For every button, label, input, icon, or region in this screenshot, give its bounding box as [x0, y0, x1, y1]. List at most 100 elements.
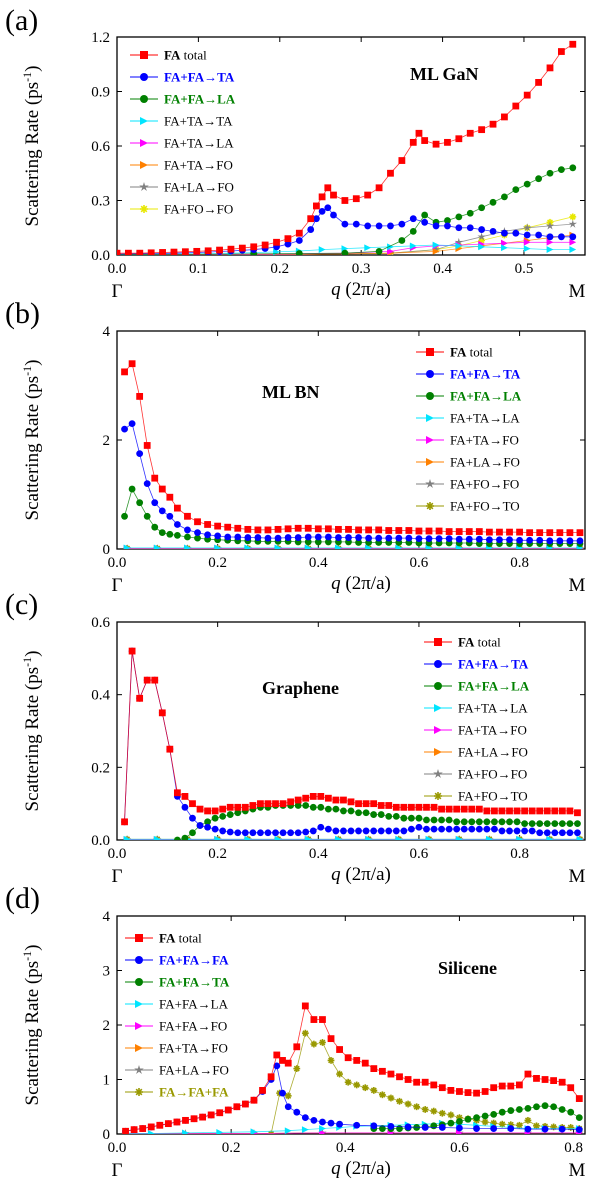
data-point — [512, 186, 520, 194]
data-point — [355, 809, 362, 817]
data-point — [546, 835, 554, 840]
data-point — [491, 818, 498, 826]
data-point — [214, 532, 222, 540]
data-point — [362, 809, 370, 817]
data-point — [569, 213, 577, 221]
legend-item: FA+TA→LA — [424, 701, 528, 716]
legend-label-bold: FA — [450, 345, 467, 360]
data-point — [413, 1078, 421, 1086]
legend-item: FA+LA→FO — [130, 180, 234, 195]
data-point — [489, 120, 497, 128]
data-point — [558, 1078, 566, 1086]
data-point — [490, 1110, 498, 1118]
series-FA-TA-LA — [123, 544, 584, 549]
legend-item: FA→FA+FA — [125, 1085, 229, 1100]
x-tick-label: 0.0 — [108, 261, 127, 277]
data-point — [438, 805, 445, 813]
data-point — [546, 169, 554, 177]
data-point — [143, 512, 151, 520]
data-point — [516, 528, 523, 536]
data-point — [445, 528, 453, 535]
data-point — [483, 807, 491, 815]
data-point — [332, 796, 340, 804]
data-point — [181, 793, 189, 800]
legend-label: FA+FA→FA — [159, 953, 229, 968]
data-point — [227, 245, 235, 253]
data-point — [444, 138, 451, 146]
data-point — [400, 827, 408, 835]
data-point — [546, 537, 554, 545]
data-point — [400, 814, 408, 822]
data-point — [365, 544, 373, 549]
x-tick-label: 0.8 — [564, 1140, 583, 1156]
data-point — [166, 745, 174, 753]
legend-item: FA+TA→LA — [130, 136, 234, 151]
data-point — [301, 1002, 309, 1010]
data-point — [287, 798, 295, 806]
data-point — [136, 499, 144, 507]
data-point — [392, 827, 400, 835]
data-point — [294, 802, 302, 809]
x-tick-label: 0.6 — [450, 1140, 469, 1156]
data-point — [336, 1120, 343, 1128]
legend-item: FA+FO→TO — [416, 499, 520, 514]
data-point — [327, 1035, 335, 1043]
data-point — [365, 835, 373, 840]
x-tick-label: 0.4 — [309, 846, 328, 862]
data-point — [475, 818, 483, 826]
legend-label: FA total — [164, 48, 207, 63]
legend-item: FA+FO→FO — [424, 767, 527, 782]
data-point — [430, 1107, 438, 1115]
data-point — [216, 246, 223, 254]
y-tick-label: 0.6 — [91, 615, 110, 631]
data-point — [250, 243, 258, 251]
legend-label: FA+TA→LA — [458, 701, 528, 716]
data-point — [293, 1108, 301, 1116]
x-tick-label: 0.0 — [108, 1140, 127, 1156]
legend-marker — [140, 161, 148, 169]
data-point — [310, 1116, 318, 1124]
data-point — [361, 1059, 369, 1067]
data-point — [184, 544, 191, 549]
x-axis-title: q (2π/a) — [331, 279, 391, 300]
legend: FA total FA+FA→TA FA+FA→LA FA+TA→LA FA+TA→FO… — [416, 345, 522, 514]
y-tick-label: 0.3 — [91, 194, 110, 210]
data-point — [551, 829, 559, 837]
x-tick-label: 0.0 — [108, 846, 127, 862]
data-point — [546, 529, 554, 537]
data-point — [409, 215, 417, 223]
y-tick-label: 0 — [103, 542, 111, 558]
data-point — [455, 835, 463, 840]
legend-item: FA total — [130, 48, 207, 63]
data-point — [568, 219, 577, 228]
chart-panel-b: (b) 0.0 0.2 0.4 0.6 0.8 0 2 4 Scattering Rate (ps… — [5, 297, 586, 596]
x-tick-label: 0.1 — [189, 261, 208, 277]
data-point — [395, 534, 403, 542]
data-point — [507, 1082, 515, 1090]
y-axis-title-main: Scattering Rate (ps — [22, 376, 43, 521]
data-point — [528, 827, 536, 835]
legend-marker — [140, 95, 148, 103]
data-point — [483, 825, 491, 833]
data-point — [513, 807, 521, 815]
data-point — [340, 827, 347, 835]
asterisk-stroke — [447, 1111, 454, 1118]
data-point — [468, 825, 476, 833]
data-point — [460, 825, 468, 833]
data-point — [421, 1124, 429, 1131]
legend: FA total FA+FA→TA FA+FA→LA FA+TA→LA FA+TA→FO… — [424, 635, 530, 804]
data-point — [516, 835, 523, 840]
data-point — [489, 227, 497, 235]
data-point — [431, 245, 441, 254]
legend-marker — [426, 348, 434, 356]
data-point — [309, 793, 317, 800]
data-point — [264, 800, 272, 808]
asterisk-stroke — [379, 1091, 386, 1098]
data-point — [310, 1040, 318, 1048]
data-point — [377, 811, 385, 818]
data-point — [574, 829, 581, 837]
data-point — [478, 204, 486, 212]
data-point — [313, 202, 320, 210]
series-FA-total — [122, 1002, 583, 1134]
data-point — [128, 360, 136, 368]
